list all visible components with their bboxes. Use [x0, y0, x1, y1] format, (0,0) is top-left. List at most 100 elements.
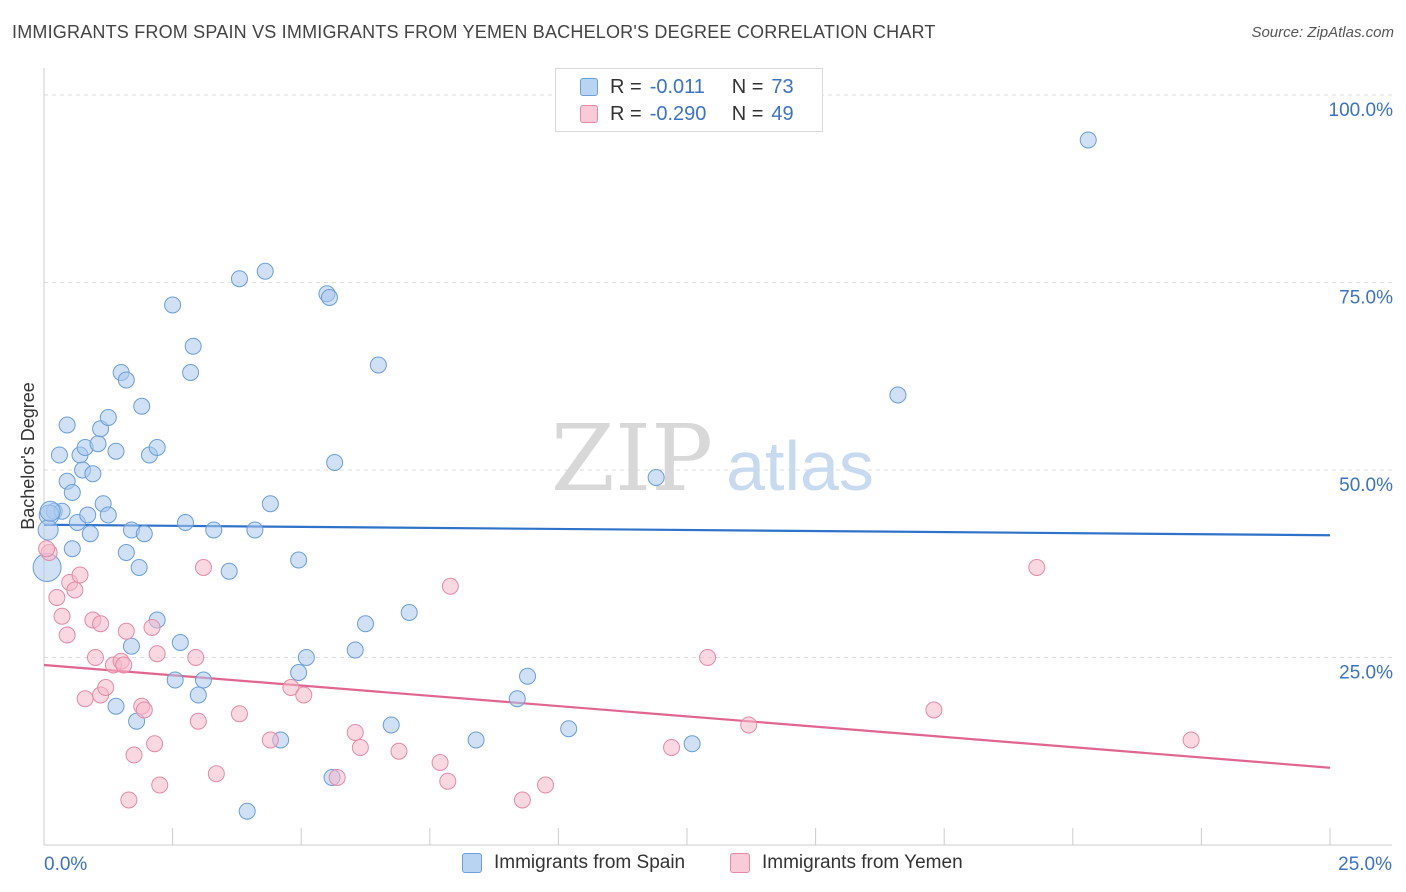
point-spain	[647, 469, 665, 486]
grid-lines	[44, 94, 1392, 658]
point-yemen	[48, 589, 66, 606]
point-yemen	[351, 739, 369, 756]
point-yemen	[295, 686, 313, 704]
point-spain	[63, 540, 81, 558]
legend-swatch-yemen	[580, 105, 598, 123]
point-yemen	[207, 765, 225, 783]
point-spain	[63, 484, 81, 501]
point-spain	[79, 506, 97, 524]
point-spain	[256, 262, 274, 280]
point-spain	[133, 397, 151, 415]
point-spain	[164, 296, 182, 314]
legend-row-yemen: R = -0.290 N = 49	[580, 102, 794, 126]
point-yemen	[117, 622, 135, 640]
point-spain	[107, 442, 125, 460]
point-spain	[189, 686, 207, 704]
point-spain	[37, 519, 59, 541]
series-swatch-spain	[462, 853, 482, 873]
point-spain	[369, 356, 387, 374]
point-spain	[58, 416, 76, 434]
point-yemen	[53, 607, 71, 625]
point-yemen	[194, 559, 212, 576]
point-yemen	[1028, 559, 1046, 576]
y-tick-label: 50.0%	[1339, 475, 1393, 496]
point-yemen	[663, 739, 681, 756]
legend-n-value-spain: 73	[771, 75, 794, 98]
legend-r-label: R =	[610, 102, 642, 125]
y-tick-label: 25.0%	[1339, 663, 1393, 684]
watermark: ZIP atlas	[551, 405, 874, 512]
point-spain	[246, 521, 264, 539]
series-label-yemen: Immigrants from Yemen	[762, 852, 963, 873]
point-spain	[326, 454, 344, 471]
point-spain	[382, 716, 400, 734]
y-axis-label: Bachelor's Degree	[18, 382, 38, 530]
legend-n-value-yemen: 49	[771, 102, 794, 125]
point-spain	[889, 386, 907, 404]
point-spain	[81, 525, 99, 543]
series-legend: Immigrants from Spain Immigrants from Ye…	[0, 852, 1406, 878]
series-legend-yemen[interactable]: Immigrants from Yemen	[730, 852, 963, 874]
point-yemen	[66, 581, 84, 599]
point-yemen	[230, 705, 248, 723]
point-spain	[320, 289, 338, 306]
point-spain	[107, 697, 125, 715]
legend-r-label: R =	[610, 75, 642, 98]
axes	[43, 68, 1392, 846]
point-spain	[290, 664, 308, 681]
point-spain	[117, 544, 135, 561]
point-yemen	[58, 626, 76, 644]
point-yemen	[97, 679, 115, 696]
point-spain	[148, 439, 166, 456]
legend-r-value-yemen: -0.290	[649, 102, 707, 125]
series-legend-spain[interactable]: Immigrants from Spain	[462, 852, 685, 874]
watermark-atlas: atlas	[726, 427, 874, 505]
point-yemen	[76, 690, 94, 708]
point-yemen	[390, 742, 408, 760]
point-yemen	[431, 754, 449, 771]
point-spain	[171, 634, 189, 651]
tick-labels: 25.0% 50.0% 75.0% 100.0% 0.0% 25.0%	[44, 100, 1393, 875]
point-spain	[400, 604, 418, 621]
point-yemen	[537, 776, 555, 794]
point-yemen	[328, 769, 346, 786]
point-yemen	[38, 540, 56, 558]
watermark-zip: ZIP	[551, 405, 713, 512]
point-yemen	[71, 566, 89, 584]
chart-title: IMMIGRANTS FROM SPAIN VS IMMIGRANTS FROM…	[12, 22, 936, 42]
point-spain	[205, 521, 223, 539]
point-spain	[122, 637, 140, 655]
point-spain	[39, 500, 61, 522]
legend-r-value-spain: -0.011	[649, 75, 705, 98]
point-yemen	[699, 649, 717, 666]
point-yemen	[1182, 731, 1200, 749]
y-tick-label: 100.0%	[1329, 100, 1394, 121]
point-yemen	[261, 731, 279, 749]
point-yemen	[92, 615, 110, 633]
point-spain	[346, 641, 364, 659]
correlation-legend: R = -0.011 N = 73 R = -0.290 N = 49	[555, 68, 823, 132]
point-yemen	[282, 679, 300, 696]
point-spain	[297, 649, 315, 666]
point-spain	[84, 465, 102, 483]
point-yemen	[135, 701, 153, 719]
point-yemen	[187, 649, 205, 666]
x-tick-label: 0.0%	[44, 854, 87, 875]
point-yemen	[86, 649, 104, 666]
point-spain	[357, 615, 374, 633]
point-yemen	[441, 577, 459, 595]
point-spain	[508, 690, 526, 708]
point-spain	[220, 562, 238, 580]
point-spain	[50, 446, 68, 464]
point-yemen	[143, 619, 161, 636]
point-spain	[99, 506, 117, 524]
point-yemen	[120, 791, 138, 809]
point-yemen	[115, 656, 133, 674]
point-yemen	[439, 772, 457, 790]
point-yemen	[148, 645, 166, 663]
point-yemen	[740, 716, 758, 734]
point-spain	[184, 337, 202, 355]
trend-line-spain	[43, 523, 1331, 537]
point-spain	[290, 551, 308, 569]
